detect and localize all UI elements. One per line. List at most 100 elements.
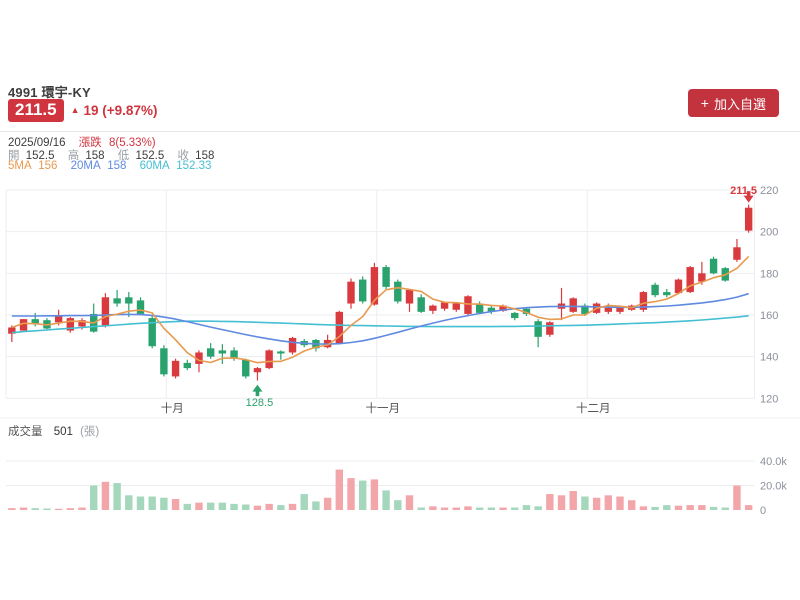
candle[interactable]	[698, 261, 706, 285]
volume-bar[interactable]	[43, 508, 51, 510]
volume-bars[interactable]	[8, 469, 753, 511]
volume-bar[interactable]	[288, 503, 297, 510]
candle[interactable]	[90, 303, 98, 333]
volume-bar[interactable]	[674, 505, 683, 510]
candle[interactable]	[639, 291, 648, 312]
volume-bar[interactable]	[66, 508, 75, 510]
volume-bar[interactable]	[499, 507, 507, 510]
volume-bar[interactable]	[663, 505, 671, 510]
candle[interactable]	[312, 338, 320, 352]
candle[interactable]	[452, 302, 460, 312]
candle[interactable]	[686, 266, 694, 294]
candle[interactable]	[382, 264, 390, 289]
volume-bar[interactable]	[90, 485, 98, 511]
volume-bar[interactable]	[639, 506, 648, 510]
volume-bar[interactable]	[709, 506, 718, 510]
volume-bar[interactable]	[113, 483, 121, 510]
candle[interactable]	[101, 293, 110, 328]
volume-bar[interactable]	[300, 494, 308, 510]
candle[interactable]	[709, 256, 718, 275]
candle[interactable]	[8, 325, 16, 343]
candle[interactable]	[136, 297, 145, 315]
candle[interactable]	[171, 358, 180, 379]
volume-bar[interactable]	[31, 508, 39, 510]
volume-bar[interactable]	[698, 505, 706, 510]
volume-bar[interactable]	[101, 481, 110, 510]
volume-bar[interactable]	[604, 495, 613, 510]
volume-bar[interactable]	[19, 507, 28, 510]
volume-bar[interactable]	[417, 507, 425, 510]
volume-bar[interactable]	[569, 491, 577, 510]
volume-bar[interactable]	[171, 498, 180, 510]
volume-bar[interactable]	[627, 500, 636, 510]
volume-bar[interactable]	[312, 501, 320, 510]
volume-bar[interactable]	[452, 507, 460, 510]
volume-bar[interactable]	[592, 497, 601, 510]
candle[interactable]	[218, 344, 227, 364]
volume-bar[interactable]	[206, 502, 215, 510]
volume-bar[interactable]	[136, 496, 145, 510]
volume-bar[interactable]	[265, 503, 273, 510]
volume-bar[interactable]	[335, 469, 344, 510]
volume-bar[interactable]	[8, 508, 16, 510]
candle[interactable]	[417, 294, 425, 313]
volume-bar[interactable]	[277, 505, 285, 510]
volume-bar[interactable]	[242, 504, 250, 510]
candle[interactable]	[405, 288, 414, 312]
candle[interactable]	[569, 297, 577, 313]
candle[interactable]	[113, 289, 121, 307]
volume-bar[interactable]	[323, 497, 332, 510]
volume-bar[interactable]	[721, 507, 729, 510]
volume-bar[interactable]	[522, 505, 531, 510]
candle[interactable]	[359, 276, 367, 304]
volume-bar[interactable]	[54, 508, 63, 510]
candle[interactable]	[66, 317, 75, 333]
candle[interactable]	[183, 359, 191, 371]
candle[interactable]	[511, 311, 519, 321]
candle[interactable]	[347, 278, 355, 309]
candle[interactable]	[674, 278, 683, 295]
candle[interactable]	[206, 343, 215, 359]
volume-bar[interactable]	[78, 507, 86, 510]
candle[interactable]	[253, 367, 262, 381]
volume-bar[interactable]	[405, 495, 414, 510]
volume-bar[interactable]	[218, 502, 227, 510]
volume-bar[interactable]	[487, 507, 496, 510]
candle[interactable]	[19, 319, 28, 331]
candles[interactable]	[8, 204, 753, 381]
volume-bar[interactable]	[253, 505, 262, 510]
add-to-watchlist-button[interactable]: + 加入自選	[687, 89, 779, 117]
candle[interactable]	[335, 310, 344, 345]
volume-bar[interactable]	[581, 496, 589, 510]
candle[interactable]	[195, 350, 203, 373]
candle[interactable]	[125, 292, 133, 318]
volume-bar[interactable]	[475, 507, 484, 510]
volume-bar[interactable]	[616, 496, 624, 510]
candle[interactable]	[394, 279, 402, 304]
candle[interactable]	[487, 305, 496, 314]
volume-bar[interactable]	[464, 506, 472, 510]
volume-bar[interactable]	[429, 506, 437, 510]
candle[interactable]	[581, 303, 589, 317]
candle[interactable]	[429, 304, 437, 314]
candle[interactable]	[288, 336, 297, 355]
candle[interactable]	[651, 282, 659, 298]
volume-bar[interactable]	[733, 485, 741, 511]
volume-bar[interactable]	[557, 495, 566, 510]
candle[interactable]	[242, 358, 250, 379]
volume-bar[interactable]	[511, 507, 519, 510]
candle[interactable]	[277, 350, 285, 360]
candle[interactable]	[265, 349, 273, 370]
volume-bar[interactable]	[382, 490, 390, 510]
chart-svg[interactable]: 220 200 180 160 140 120 40.0k 20.0k 0 十月 十一月 十二月 211…	[0, 185, 800, 530]
volume-bar[interactable]	[546, 494, 554, 510]
candle[interactable]	[464, 295, 472, 315]
volume-bar[interactable]	[195, 502, 203, 510]
volume-bar[interactable]	[534, 506, 542, 510]
volume-bar[interactable]	[440, 507, 449, 510]
volume-bar[interactable]	[183, 503, 191, 510]
volume-bar[interactable]	[686, 505, 694, 510]
volume-bar[interactable]	[230, 503, 238, 510]
volume-bar[interactable]	[148, 496, 156, 510]
volume-bar[interactable]	[394, 500, 402, 510]
